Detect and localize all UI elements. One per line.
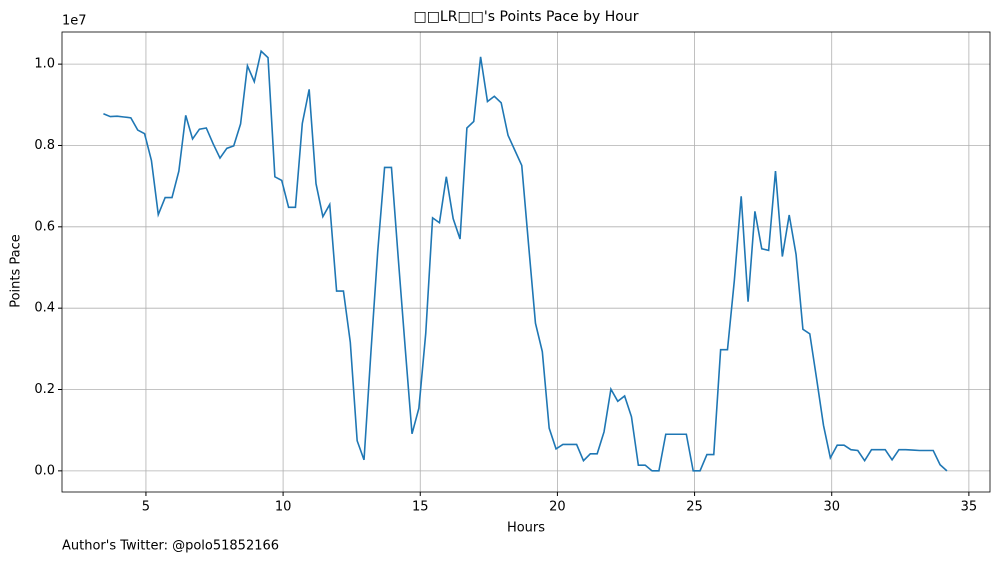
y-tick-label: 0.8	[34, 138, 55, 153]
x-tick-label: 30	[823, 500, 840, 515]
y-axis-label: Points Pace	[9, 234, 24, 308]
y-tick-label: 0.0	[34, 463, 55, 478]
y-tick-label: 0.4	[34, 301, 55, 316]
footer: Author's Twitter: @polo51852166	[62, 539, 279, 554]
x-axis-label: Hours	[507, 521, 545, 536]
x-tick-label: 10	[275, 500, 292, 515]
y-tick-label: 0.6	[34, 219, 55, 234]
x-tick-label: 35	[961, 500, 978, 515]
x-tick-label: 25	[686, 500, 703, 515]
y-tick-label: 1.0	[34, 57, 55, 72]
x-tick-label: 5	[142, 500, 150, 515]
chart-title: □□LR□□'s Points Pace by Hour	[413, 9, 638, 25]
y-tick-label: 0.2	[34, 382, 55, 397]
y-offset-label: 1e7	[62, 14, 87, 29]
x-tick-label: 15	[412, 500, 429, 515]
x-tick-label: 20	[549, 500, 566, 515]
data-line	[103, 49, 948, 472]
plot-frame	[61, 31, 991, 493]
